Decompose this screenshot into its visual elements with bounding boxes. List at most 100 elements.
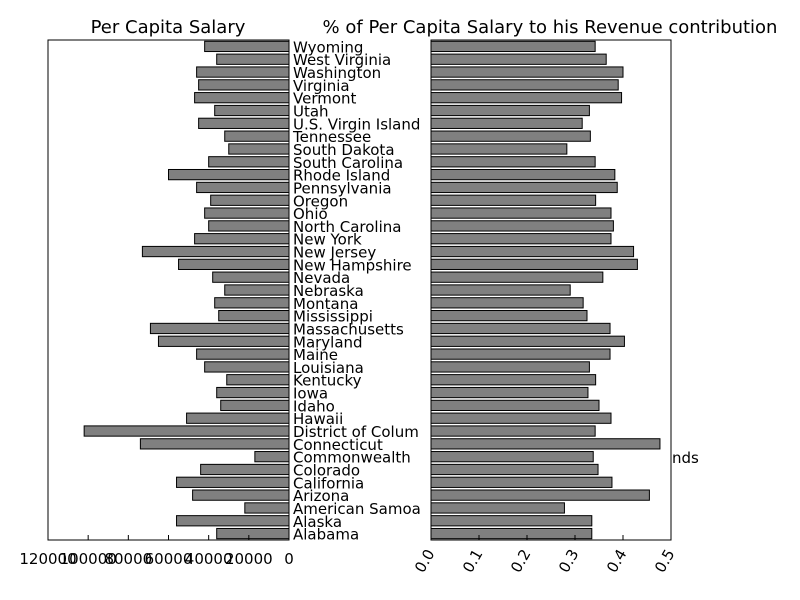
category-label: South Dakota [293,141,395,159]
salary-bar [198,117,290,129]
category-label: North Carolina [293,218,401,236]
category-label: Louisiana [293,359,364,377]
ratio-bar [430,53,607,65]
ratio-bar [430,310,588,322]
salary-bar [141,245,290,258]
salary-bar [214,104,290,117]
salary-x-tick-label: 80000 [104,550,152,568]
salary-bar [196,66,290,78]
salary-bar [212,271,290,283]
category-label: Alaska [293,513,342,531]
ratio-x-tick-label: 0.3 [555,546,583,576]
salary-x-tick-label: 20000 [225,550,273,568]
salary-bar [192,489,290,501]
category-label: American Samoa [293,500,421,518]
ratio-bar [430,117,583,129]
salary-bar [216,527,290,540]
ratio-bar [430,79,619,91]
salary-chart-title: Per Capita Salary [91,17,246,38]
salary-bar [254,451,290,463]
salary-bar [224,284,290,296]
category-label: California [293,474,364,492]
ratio-bar [430,463,599,476]
ratio-bar [430,258,638,270]
category-label: New York [293,231,362,249]
ratio-x-tick-label: 0.1 [459,546,487,576]
category-label: Ohio [293,205,328,223]
ratio-bar [430,245,635,258]
ratio-bar [430,451,594,463]
salary-bar [218,310,290,322]
ratio-bar [430,194,597,206]
ratio-chart-title: % of Per Capita Salary to his Revenue co… [323,17,778,38]
category-label: Rhode Island [293,167,390,185]
category-label: Hawaii [293,410,343,428]
ratio-bar [430,92,623,104]
category-label: Colorado [293,461,360,479]
ratio-bar [430,425,596,437]
ratio-bar [430,399,600,412]
salary-bar [216,53,290,65]
ratio-bar [430,168,616,181]
ratio-bar [430,66,624,78]
salary-x-tick-label: 60000 [145,550,193,568]
ratio-bar [430,322,611,335]
salary-bar [178,258,290,270]
salary-bar [176,476,290,488]
category-label: Idaho [293,397,335,415]
salary-bar [194,92,290,104]
salary-bar [224,130,290,142]
salary-bar [83,425,290,437]
ratio-bar [430,515,593,527]
category-label: Alabama [293,526,359,544]
salary-x-tick-label: 100000 [60,550,117,568]
ratio-bar [430,502,565,514]
ratio-bar [430,374,597,386]
salary-x-tick-label: 120000 [19,550,76,568]
category-label: Washington [293,64,381,82]
salary-bar [200,463,290,476]
ratio-bar [430,361,590,373]
ratio-bar [430,476,613,488]
category-label: Nevada [293,269,350,287]
ratio-x-tick-label: 0.2 [507,546,535,576]
salary-bar [196,181,290,194]
salary-bar [244,502,290,514]
salary-bar [210,194,290,206]
category-label: New Hampshire [293,256,412,274]
category-label: Oregon [293,192,348,210]
category-label: Pennsylvania [293,179,392,197]
ratio-bar [430,438,661,450]
ratio-bar [430,271,604,283]
ratio-bar [430,220,614,232]
ratio-x-tick-label: 0.4 [603,546,631,576]
category-label: Iowa [293,385,328,403]
ratio-plot-frame [430,39,672,541]
category-label: Connecticut [293,436,383,454]
salary-bar [228,143,290,155]
salary-bar [168,168,290,181]
category-label: Commonwealth [293,449,411,467]
ratio-bar [430,386,589,399]
ratio-x-tick-label: 0.5 [651,546,679,576]
category-label: Nebraska [293,282,364,300]
category-label: Virginia [293,77,350,95]
salary-x-tick-label: 40000 [185,550,233,568]
category-label: Arizona [293,487,349,505]
category-label: Tennessee [292,128,371,146]
category-label: Massachusetts [293,320,404,338]
ratio-bar [430,284,571,296]
salary-bar [157,335,290,347]
salary-bar [214,297,290,309]
salary-bar [194,233,290,245]
salary-bar [208,220,290,232]
salary-bar [186,412,290,424]
ratio-bar [430,143,568,155]
salary-bar [139,438,290,450]
category-label: Vermont [293,90,357,108]
salary-bar [226,374,290,386]
ratio-bar [430,181,618,194]
ratio-bar [430,207,612,219]
